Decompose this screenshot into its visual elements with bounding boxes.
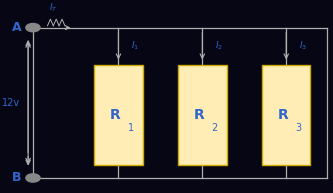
- Bar: [262, 65, 310, 165]
- Text: B: B: [12, 171, 22, 185]
- Text: 3: 3: [295, 123, 302, 133]
- Text: R: R: [110, 108, 121, 122]
- Text: 1: 1: [128, 123, 134, 133]
- Text: R: R: [194, 108, 204, 122]
- Text: $I_T$: $I_T$: [50, 2, 58, 14]
- Text: $I_1$: $I_1$: [131, 40, 140, 52]
- Bar: [178, 65, 226, 165]
- Text: 2: 2: [211, 123, 218, 133]
- Text: R: R: [278, 108, 288, 122]
- Circle shape: [26, 174, 40, 182]
- Text: 12v: 12v: [2, 98, 20, 108]
- Text: $I_2$: $I_2$: [215, 40, 223, 52]
- Text: A: A: [12, 21, 22, 34]
- Text: $I_3$: $I_3$: [299, 40, 307, 52]
- Circle shape: [26, 24, 40, 32]
- Bar: [94, 65, 143, 165]
